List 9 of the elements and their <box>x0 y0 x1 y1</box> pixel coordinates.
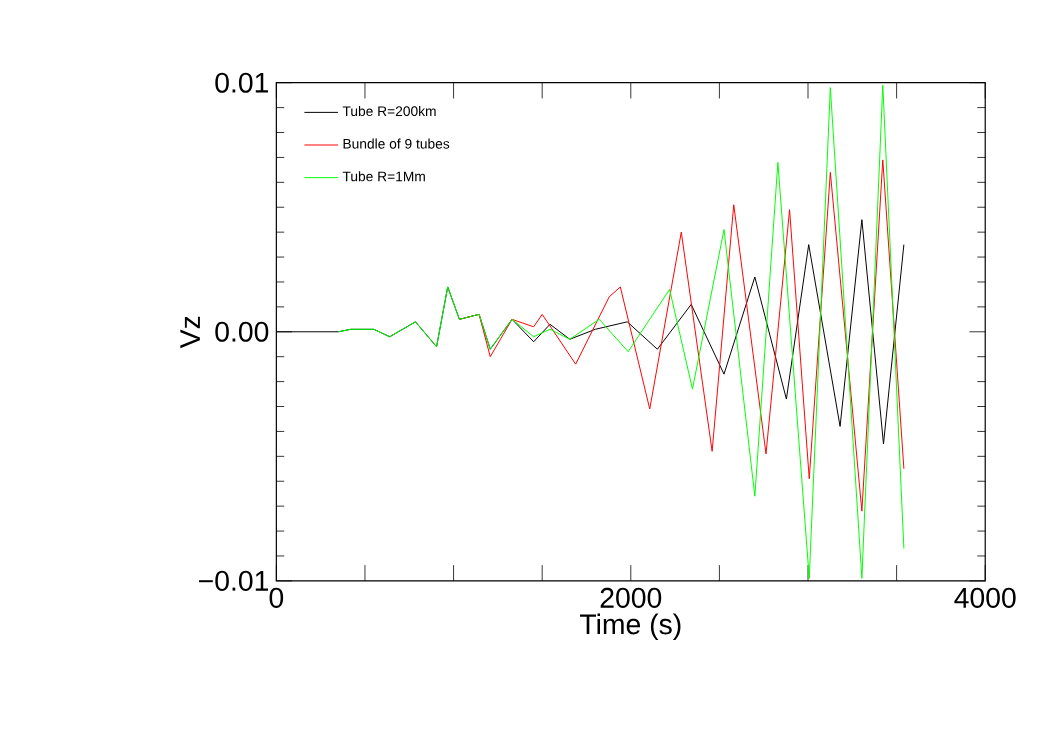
x-tick-label: 4000 <box>954 587 1016 608</box>
y-tick-label: 0.01 <box>215 72 269 93</box>
y-tick-label: −0.01 <box>199 570 269 591</box>
x-axis-title: Time (s) <box>579 613 681 640</box>
y-axis-title: Vz <box>180 316 200 349</box>
x-tick-label: 0 <box>269 587 284 608</box>
x-tick-label: 2000 <box>600 587 662 608</box>
y-tick-label: 0.00 <box>215 321 269 342</box>
line-series <box>337 84 905 579</box>
